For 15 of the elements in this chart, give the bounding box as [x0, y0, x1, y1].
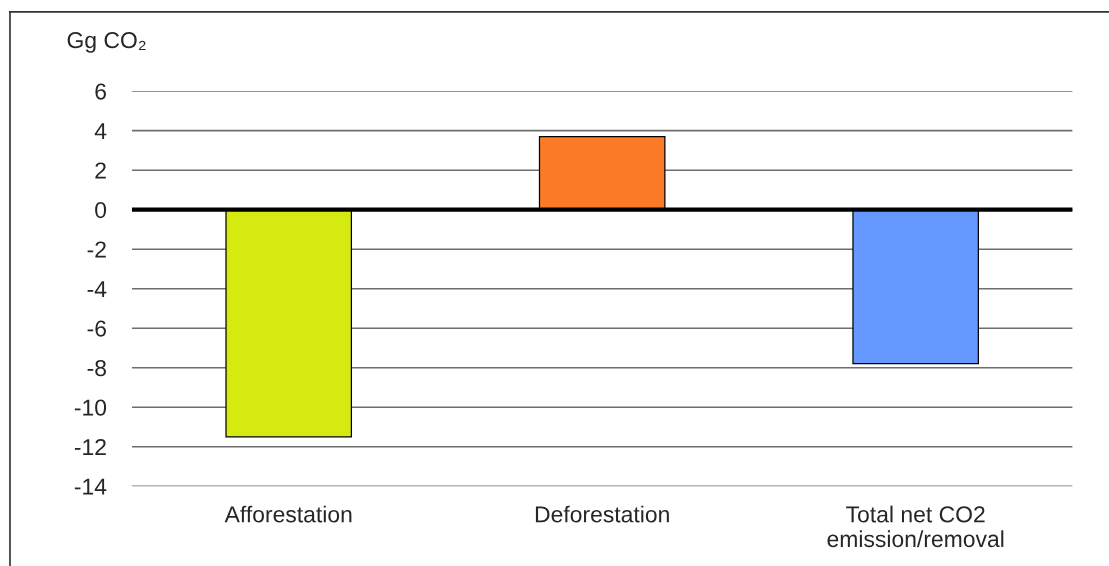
- y-tick-label: 6: [95, 83, 106, 100]
- y-tick-label: 2: [95, 162, 106, 179]
- y-tick-label: -8: [87, 359, 106, 377]
- x-tick-label: Deforestation: [535, 505, 669, 523]
- x-tick-label: Afforestation: [224, 505, 352, 523]
- y-tick-label: 0: [95, 201, 107, 219]
- y-tick-label: -4: [87, 281, 107, 297]
- y-tick-label: -12: [74, 438, 106, 455]
- x-tick-label: Total net CO2 emission/removal: [827, 505, 1004, 548]
- y-tick-label: 4: [94, 123, 107, 139]
- y-axis-title: Gg CO₂: [67, 32, 146, 53]
- y-tick-label: -6: [87, 320, 106, 337]
- y-tick-label: -10: [74, 399, 107, 416]
- y-tick-label: -14: [74, 478, 107, 495]
- y-tick-label: -2: [87, 241, 106, 258]
